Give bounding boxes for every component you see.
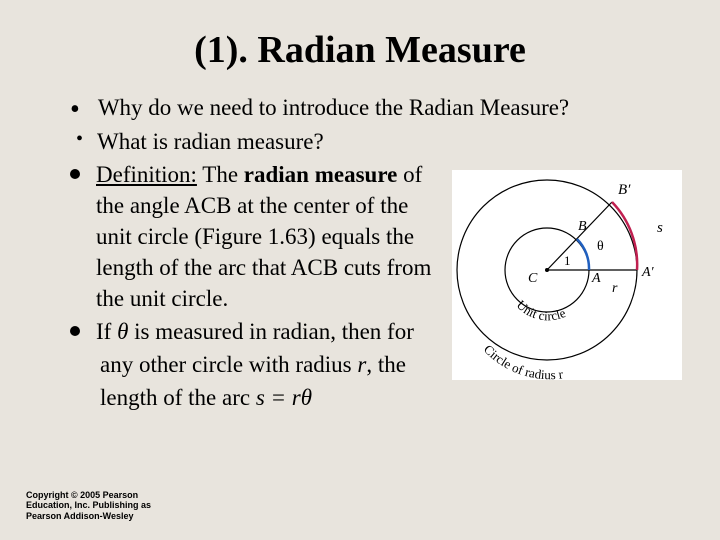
definition-label: Definition: bbox=[96, 162, 197, 187]
label-one: 1 bbox=[564, 253, 571, 268]
label-s: s bbox=[657, 220, 663, 236]
bullet-2-text: What is radian measure? bbox=[97, 126, 324, 157]
bullet-1-text: Why do we need to introduce the Radian M… bbox=[98, 92, 569, 123]
label-Aprime: A′ bbox=[641, 265, 655, 280]
slide-title: (1). Radian Measure bbox=[0, 0, 720, 92]
radian-figure: B′ s B θ C 1 A A′ r Unit circle Circle o… bbox=[452, 170, 682, 380]
if-line3-text: length of the arc s = rθ bbox=[100, 382, 312, 413]
bullet-dot: • bbox=[70, 96, 80, 124]
label-Bprime: B′ bbox=[618, 182, 631, 198]
formula: s = rθ bbox=[256, 385, 312, 410]
if-line2-text: any other circle with radius r, the bbox=[100, 349, 406, 380]
if-line3: length of the arc s = rθ bbox=[70, 382, 690, 413]
label-C: C bbox=[528, 271, 538, 286]
label-B: B bbox=[578, 219, 587, 234]
bullet-dot bbox=[70, 326, 80, 336]
label-theta: θ bbox=[597, 239, 604, 254]
bullet-dot bbox=[70, 169, 80, 179]
copyright: Copyright © 2005 Pearson Education, Inc.… bbox=[26, 490, 151, 522]
label-r: r bbox=[612, 281, 618, 296]
label-A: A bbox=[591, 271, 601, 286]
if-text: If θ is measured in radian, then for bbox=[96, 316, 414, 347]
bullet-dot: • bbox=[76, 126, 83, 153]
bullet-2: • What is radian measure? bbox=[70, 126, 690, 157]
bullet-1: • Why do we need to introduce the Radian… bbox=[70, 92, 690, 124]
definition-text: Definition: The radian measure of the an… bbox=[96, 159, 446, 314]
